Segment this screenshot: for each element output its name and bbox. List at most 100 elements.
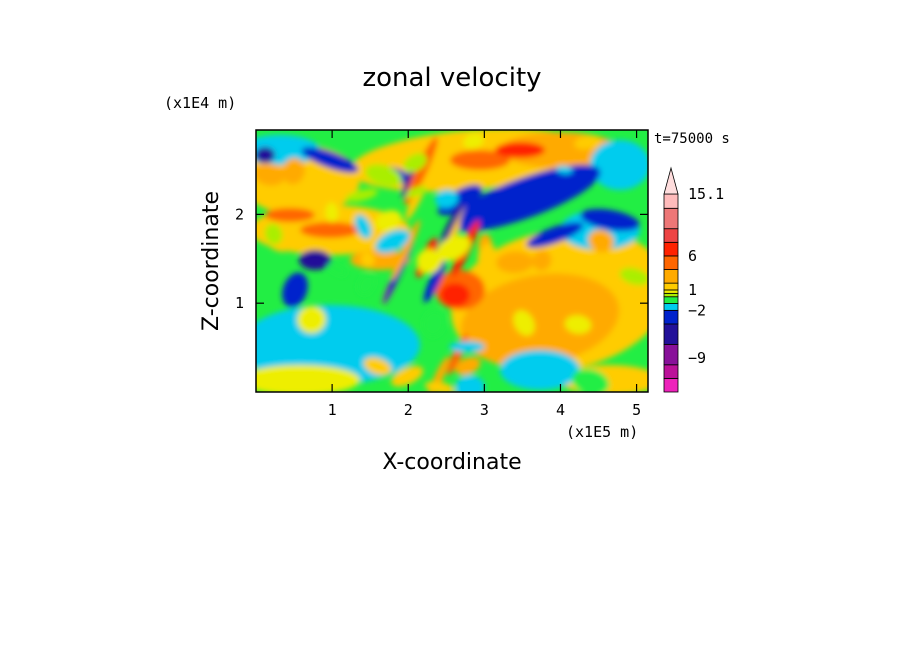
field-contour — [357, 273, 376, 295]
colorbar-label: 15.1 — [688, 185, 724, 203]
field-contour — [297, 305, 326, 334]
field-contour — [571, 368, 610, 392]
field-contour — [463, 133, 484, 150]
field-contour — [580, 208, 640, 232]
colorbar-label: 6 — [688, 247, 697, 265]
field-contour — [448, 341, 485, 353]
colorbar-labels: 15.1 6 1 −2 −9 — [688, 185, 724, 367]
field-contour — [404, 137, 438, 205]
x-axis: 1 2 3 4 5 — [328, 130, 641, 419]
field-contour — [325, 202, 339, 223]
time-label: t=75000 s — [654, 131, 730, 147]
colorbar-label: 1 — [688, 281, 697, 299]
field-contour — [300, 222, 360, 238]
field-contour — [454, 375, 485, 392]
field-contour — [619, 267, 648, 286]
field-contour — [271, 314, 296, 335]
field-contour — [449, 164, 601, 232]
field-contours — [256, 130, 648, 392]
x-multiplier-label: (x1E5 m) — [566, 423, 638, 441]
field-contour — [265, 208, 315, 222]
chart-title: zonal velocity — [362, 63, 541, 93]
field-contour — [450, 150, 510, 170]
colorbar-swatch — [663, 296, 679, 304]
colorbar-swatch — [663, 228, 679, 243]
colorbar-swatch — [663, 309, 679, 325]
y-tick-label: 2 — [235, 205, 244, 223]
x-tick-label: 4 — [556, 401, 565, 419]
colorbar-swatch — [663, 343, 679, 366]
field-contour — [500, 350, 580, 390]
field-contour — [360, 252, 375, 268]
field-contour — [556, 165, 573, 174]
field-contour — [390, 219, 421, 281]
field-contour — [391, 365, 424, 387]
field-contour — [422, 310, 445, 337]
x-axis-label: X-coordinate — [382, 450, 521, 475]
colorbar-swatch — [663, 255, 679, 270]
field-contour — [340, 341, 357, 353]
colorbar-swatch — [663, 303, 679, 311]
field-contour — [282, 157, 305, 185]
field-contour — [460, 273, 620, 367]
field-contour — [405, 186, 427, 198]
field-contour — [345, 188, 378, 202]
field-contour — [513, 310, 535, 336]
y-axis-label: Z-coordinate — [199, 191, 224, 331]
field-contour — [424, 381, 455, 392]
colorbar-max-cap — [663, 166, 679, 195]
field-contour — [532, 250, 552, 271]
colorbar-swatch — [663, 364, 679, 379]
field-contour — [299, 250, 331, 270]
field-contour — [590, 140, 648, 190]
velocity-field — [256, 130, 648, 392]
field-contour — [574, 135, 602, 150]
field-contour — [455, 356, 481, 376]
colorbar-swatch — [663, 193, 679, 209]
field-contour — [256, 147, 275, 163]
field-contour — [496, 251, 534, 274]
field-contour — [375, 210, 402, 231]
field-contour — [256, 365, 360, 392]
field-contour — [264, 223, 283, 245]
field-contour — [363, 357, 392, 376]
plot-frame — [255, 129, 649, 393]
field-contour — [435, 189, 459, 209]
colorbar-swatch — [663, 241, 679, 257]
colorbar-swatch — [663, 377, 679, 393]
colorbar-swatch — [663, 289, 679, 294]
field-contour — [354, 214, 372, 239]
x-tick-label: 5 — [632, 401, 641, 419]
field-contour — [403, 153, 428, 173]
field-contour — [282, 272, 308, 308]
field-contour — [459, 191, 479, 228]
field-contour — [564, 315, 592, 334]
field-contour — [526, 222, 584, 248]
y-multiplier-label: (x1E4 m) — [164, 94, 236, 112]
field-contour — [256, 163, 286, 186]
field-contour — [365, 164, 402, 187]
field-contour — [440, 283, 470, 307]
x-tick-label: 2 — [404, 401, 413, 419]
field-contour — [301, 147, 359, 173]
x-tick-label: 3 — [480, 401, 489, 419]
field-contour — [416, 249, 441, 274]
y-tick-label: 1 — [235, 294, 244, 312]
colorbar-label: −9 — [688, 349, 706, 367]
x-tick-label: 1 — [328, 401, 337, 419]
field-contour — [495, 142, 545, 158]
field-contour — [477, 243, 495, 266]
colorbar-swatch — [663, 292, 679, 298]
field-contour — [436, 235, 471, 262]
field-contour — [588, 229, 614, 253]
colorbar-swatch — [663, 207, 679, 230]
colorbar — [663, 166, 679, 393]
field-contour — [327, 263, 347, 276]
colorbar-swatch — [663, 323, 679, 345]
field-contour — [375, 229, 410, 254]
field-contour — [423, 259, 446, 303]
y-axis: 12 — [235, 205, 648, 312]
colorbar-swatch — [663, 282, 679, 291]
colorbar-label: −2 — [688, 301, 706, 319]
